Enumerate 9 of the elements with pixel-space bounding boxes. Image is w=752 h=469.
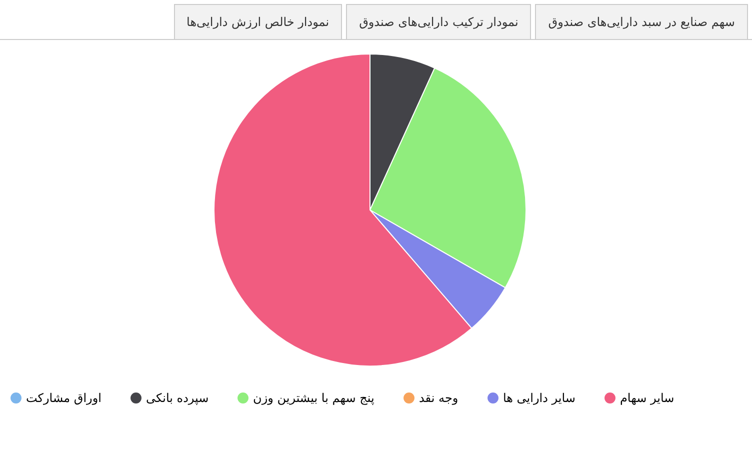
legend-label: پنج سهم با بیشترین وزن — [253, 391, 374, 405]
legend-label: سایر دارایی ها — [503, 391, 576, 405]
legend-label: اوراق مشارکت — [26, 391, 102, 405]
text: نمودار خالص ارزش دارایی‌ها — [174, 4, 342, 39]
legend-label: سپرده بانکی — [146, 391, 209, 405]
legend-label: وجه نقد — [419, 391, 458, 405]
text: سهم صنایع در سبد دارایی‌های صندوق — [535, 4, 748, 39]
text: نمودار ترکیب دارایی‌های صندوق — [346, 4, 532, 39]
legend-label: سایر سهام — [620, 391, 674, 405]
